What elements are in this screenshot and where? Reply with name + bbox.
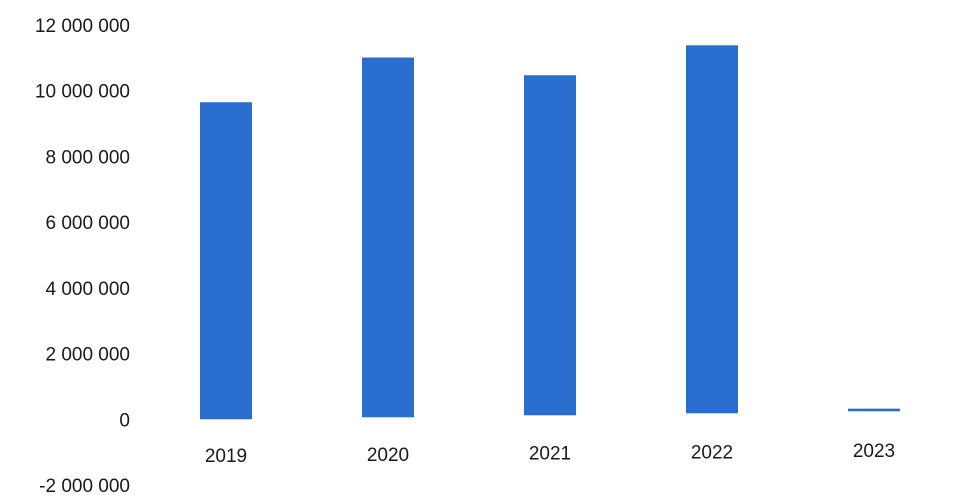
x-category-label: 2021 (529, 444, 571, 465)
bar-2023 (848, 408, 900, 412)
x-category-label: 2023 (853, 441, 895, 462)
y-tick-label: 2 000 000 (45, 345, 130, 366)
bars-group (200, 45, 900, 420)
bar-2022 (686, 45, 738, 414)
y-tick-label: 6 000 000 (45, 213, 130, 234)
x-category-label: 2020 (367, 445, 409, 466)
y-tick-label: 8 000 000 (45, 147, 130, 168)
x-category-label: 2019 (205, 446, 247, 467)
y-tick-label: 12 000 000 (35, 16, 130, 37)
bar-2020 (362, 57, 414, 418)
y-tick-label: 4 000 000 (45, 279, 130, 300)
y-tick-label: 0 (119, 410, 130, 431)
y-tick-label: -2 000 000 (39, 476, 130, 497)
bar-2021 (524, 75, 576, 416)
x-category-label: 2022 (691, 442, 733, 463)
x-axis-category-labels: 2019 2020 2021 2022 2023 (205, 441, 895, 467)
bar-2019 (200, 102, 252, 420)
y-axis-tick-labels: 12 000 000 10 000 000 8 000 000 6 000 000 4 … (35, 16, 130, 497)
y-tick-label: 10 000 000 (35, 82, 130, 103)
